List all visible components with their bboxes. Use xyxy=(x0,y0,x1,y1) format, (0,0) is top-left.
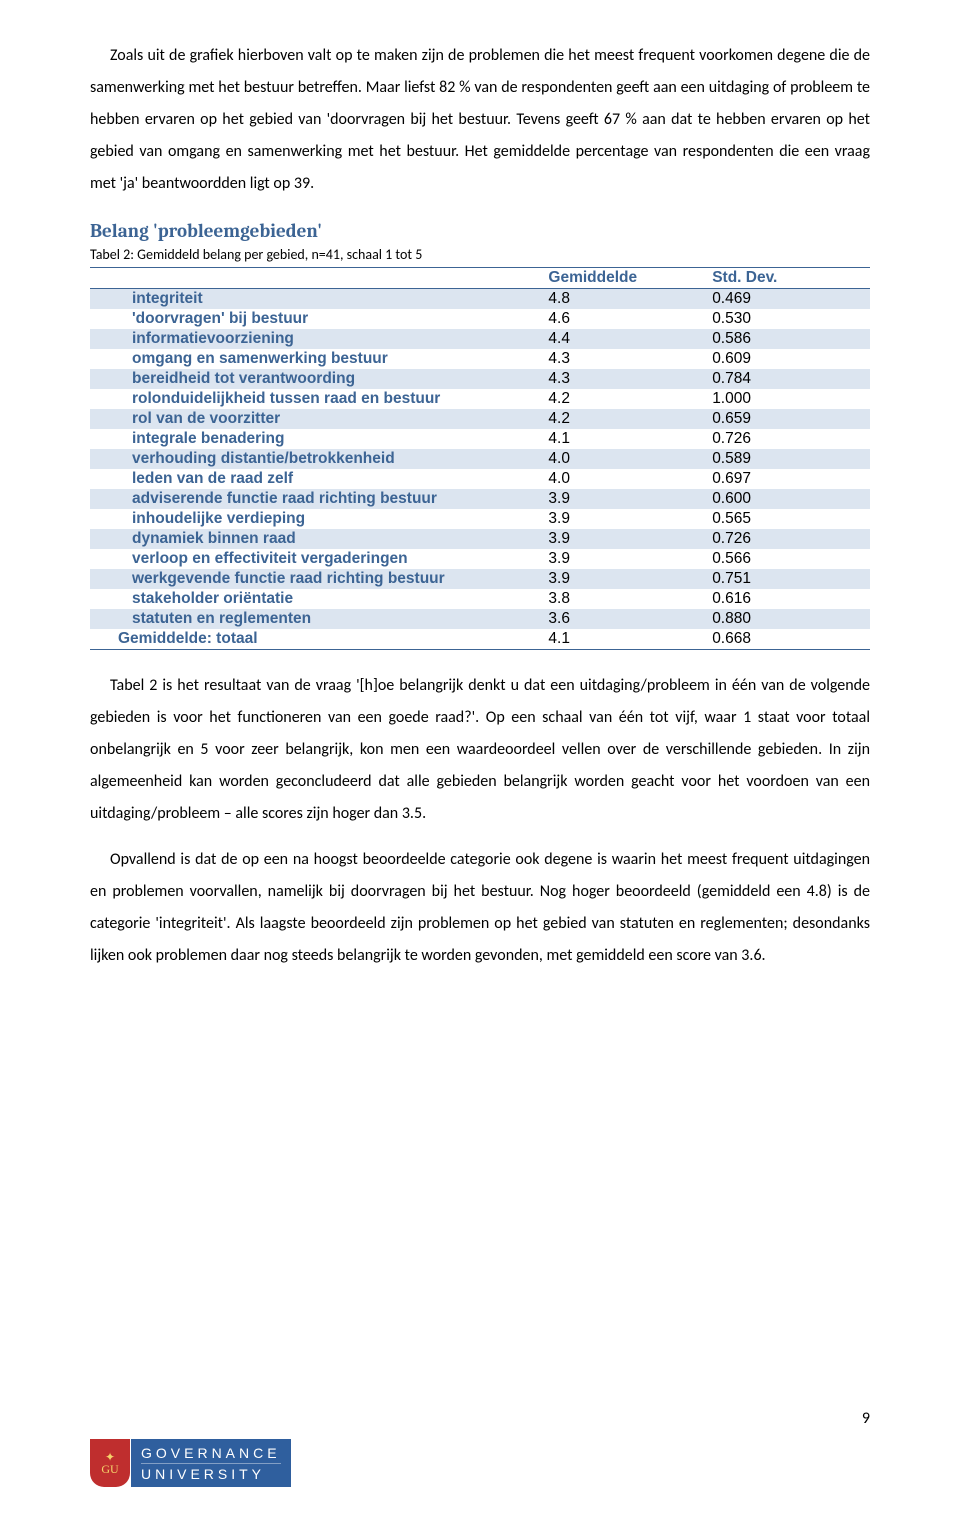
table-row: rol van de voorzitter4.20.659 xyxy=(90,409,870,429)
body-paragraph-1: Zoals uit de grafiek hierboven valt op t… xyxy=(90,40,870,200)
row-std: 0.566 xyxy=(706,549,870,569)
page-footer: 9 ✦GU GOVERNANCE UNIVERSITY xyxy=(90,1439,870,1499)
table-row: verloop en effectiviteit vergaderingen3.… xyxy=(90,549,870,569)
row-std: 0.726 xyxy=(706,529,870,549)
data-table: Gemiddelde Std. Dev. integriteit4.80.469… xyxy=(90,267,870,650)
row-gem: 4.2 xyxy=(542,409,706,429)
table-row: omgang en samenwerking bestuur4.30.609 xyxy=(90,349,870,369)
row-label-total: Gemiddelde: totaal xyxy=(90,629,542,650)
brand-line-2: UNIVERSITY xyxy=(141,1466,281,1482)
row-std: 0.726 xyxy=(706,429,870,449)
row-gem: 4.1 xyxy=(542,429,706,449)
row-std: 0.609 xyxy=(706,349,870,369)
body-paragraph-3: Opvallend is dat de op een na hoogst beo… xyxy=(90,844,870,972)
brand-logo: ✦GU GOVERNANCE UNIVERSITY xyxy=(90,1439,870,1487)
col-header-gemiddelde: Gemiddelde xyxy=(542,268,706,289)
brand-text: GOVERNANCE UNIVERSITY xyxy=(131,1439,291,1487)
row-label: dynamiek binnen raad xyxy=(90,529,542,549)
row-label: stakeholder oriëntatie xyxy=(90,589,542,609)
row-gem: 3.8 xyxy=(542,589,706,609)
row-gem: 3.9 xyxy=(542,529,706,549)
row-std: 0.880 xyxy=(706,609,870,629)
row-gem: 4.6 xyxy=(542,309,706,329)
table-row: adviserende functie raad richting bestuu… xyxy=(90,489,870,509)
row-std-total: 0.668 xyxy=(706,629,870,650)
row-std: 0.565 xyxy=(706,509,870,529)
row-label: adviserende functie raad richting bestuu… xyxy=(90,489,542,509)
row-gem: 3.9 xyxy=(542,509,706,529)
table-row: dynamiek binnen raad3.90.726 xyxy=(90,529,870,549)
page-number: 9 xyxy=(862,1409,870,1428)
body-paragraph-2: Tabel 2 is het resultaat van de vraag '[… xyxy=(90,670,870,830)
brand-line-1: GOVERNANCE xyxy=(141,1445,281,1464)
row-std: 0.589 xyxy=(706,449,870,469)
row-gem: 4.3 xyxy=(542,369,706,389)
row-label: bereidheid tot verantwoording xyxy=(90,369,542,389)
row-label: werkgevende functie raad richting bestuu… xyxy=(90,569,542,589)
row-label: rol van de voorzitter xyxy=(90,409,542,429)
row-label: 'doorvragen' bij bestuur xyxy=(90,309,542,329)
row-std: 0.616 xyxy=(706,589,870,609)
row-std: 1.000 xyxy=(706,389,870,409)
table-row: informatievoorziening4.40.586 xyxy=(90,329,870,349)
row-gem: 4.4 xyxy=(542,329,706,349)
row-label: statuten en reglementen xyxy=(90,609,542,629)
row-gem: 3.9 xyxy=(542,549,706,569)
table-row: rolonduidelijkheid tussen raad en bestuu… xyxy=(90,389,870,409)
row-label: rolonduidelijkheid tussen raad en bestuu… xyxy=(90,389,542,409)
table-row: statuten en reglementen3.60.880 xyxy=(90,609,870,629)
row-gem: 4.8 xyxy=(542,289,706,310)
row-std: 0.600 xyxy=(706,489,870,509)
shield-icon: ✦GU xyxy=(90,1439,130,1487)
row-std: 0.530 xyxy=(706,309,870,329)
row-std: 0.784 xyxy=(706,369,870,389)
row-gem: 3.9 xyxy=(542,489,706,509)
row-label: informatievoorziening xyxy=(90,329,542,349)
row-label: omgang en samenwerking bestuur xyxy=(90,349,542,369)
col-header-stddev: Std. Dev. xyxy=(706,268,870,289)
row-gem: 3.6 xyxy=(542,609,706,629)
table-row: verhouding distantie/betrokkenheid4.00.5… xyxy=(90,449,870,469)
table-row: 'doorvragen' bij bestuur4.60.530 xyxy=(90,309,870,329)
row-std: 0.697 xyxy=(706,469,870,489)
row-std: 0.586 xyxy=(706,329,870,349)
row-label: verhouding distantie/betrokkenheid xyxy=(90,449,542,469)
row-label: verloop en effectiviteit vergaderingen xyxy=(90,549,542,569)
row-gem: 4.3 xyxy=(542,349,706,369)
row-std: 0.751 xyxy=(706,569,870,589)
table-row: integriteit4.80.469 xyxy=(90,289,870,310)
row-gem: 4.0 xyxy=(542,469,706,489)
row-std: 0.469 xyxy=(706,289,870,310)
table-caption: Tabel 2: Gemiddeld belang per gebied, n=… xyxy=(90,246,870,263)
row-gem-total: 4.1 xyxy=(542,629,706,650)
row-gem: 4.2 xyxy=(542,389,706,409)
row-gem: 4.0 xyxy=(542,449,706,469)
row-label: inhoudelijke verdieping xyxy=(90,509,542,529)
table-row: bereidheid tot verantwoording4.30.784 xyxy=(90,369,870,389)
table-row: inhoudelijke verdieping3.90.565 xyxy=(90,509,870,529)
table-row: integrale benadering4.10.726 xyxy=(90,429,870,449)
row-label: integriteit xyxy=(90,289,542,310)
row-label: integrale benadering xyxy=(90,429,542,449)
row-gem: 3.9 xyxy=(542,569,706,589)
table-row: stakeholder oriëntatie3.80.616 xyxy=(90,589,870,609)
row-label: leden van de raad zelf xyxy=(90,469,542,489)
table-row-total: Gemiddelde: totaal4.10.668 xyxy=(90,629,870,650)
table-row: werkgevende functie raad richting bestuu… xyxy=(90,569,870,589)
row-std: 0.659 xyxy=(706,409,870,429)
table-row: leden van de raad zelf4.00.697 xyxy=(90,469,870,489)
section-title: Belang 'probleemgebieden' xyxy=(90,220,870,242)
